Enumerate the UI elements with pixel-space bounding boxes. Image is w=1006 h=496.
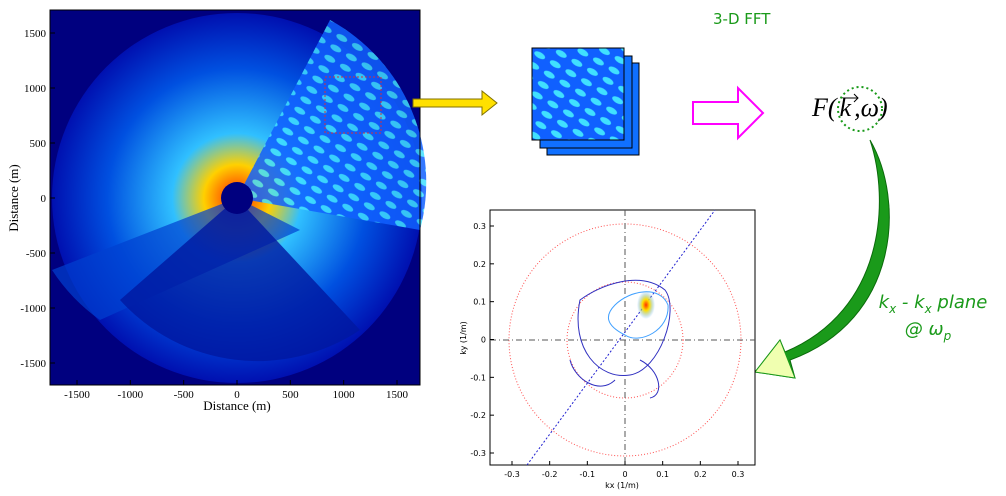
x-tick-label: 1500 bbox=[386, 389, 409, 401]
y-tick-label: 0.3 bbox=[473, 222, 486, 231]
subscript: p bbox=[943, 329, 952, 343]
label-text: - k bbox=[896, 292, 926, 313]
radar-center bbox=[221, 182, 253, 214]
label-text: @ ω bbox=[905, 319, 944, 340]
y-tick-label: 1500 bbox=[24, 28, 47, 40]
y-axis-label: Distance (m) bbox=[6, 164, 21, 232]
x-tick-label: -500 bbox=[174, 389, 195, 401]
page: Distance (m) Distance (m) 3-D FFT F(k,ω)… bbox=[0, 0, 1006, 496]
x-tick-label: -0.2 bbox=[542, 470, 558, 479]
y-tick-label: -1500 bbox=[20, 358, 46, 370]
y-tick-label: -0.1 bbox=[470, 373, 486, 382]
fft-cube bbox=[532, 48, 639, 155]
y-tick-label: 0.2 bbox=[473, 260, 486, 269]
diagram: Distance (m) Distance (m) 3-D FFT F(k,ω)… bbox=[0, 0, 1006, 496]
y-tick-label: -0.2 bbox=[470, 411, 486, 420]
formula-prefix: F( bbox=[811, 93, 838, 122]
y-tick-label: 0 bbox=[481, 336, 486, 345]
x-axis-label: kx (1/m) bbox=[605, 481, 639, 490]
y-axis-label: ky (1/m) bbox=[459, 321, 468, 354]
formula: F(k,ω) bbox=[811, 93, 888, 122]
y-tick-label: -500 bbox=[26, 248, 47, 260]
x-tick-label: -0.1 bbox=[580, 470, 596, 479]
x-tick-label: -1000 bbox=[117, 389, 143, 401]
y-tick-label: -1000 bbox=[20, 303, 46, 315]
x-tick-label: 0.2 bbox=[694, 470, 707, 479]
plane-label: kx - kx plane bbox=[879, 292, 988, 316]
y-tick-label: -0.3 bbox=[470, 449, 486, 458]
x-tick-label: 0 bbox=[234, 389, 240, 401]
fft-label: 3-D FFT bbox=[713, 10, 771, 28]
x-tick-label: -0.3 bbox=[504, 470, 520, 479]
arrow bbox=[693, 88, 763, 138]
label-text: plane bbox=[932, 292, 988, 313]
y-tick-label: 500 bbox=[30, 138, 47, 150]
x-tick-label: -1500 bbox=[64, 389, 90, 401]
x-tick-label: 0 bbox=[622, 470, 627, 479]
x-tick-label: 500 bbox=[282, 389, 299, 401]
x-tick-label: 1000 bbox=[333, 389, 356, 401]
spectrum-axes bbox=[490, 210, 755, 465]
x-tick-label: 0.3 bbox=[732, 470, 745, 479]
y-tick-label: 0.1 bbox=[473, 298, 486, 307]
y-tick-label: 1000 bbox=[24, 83, 47, 95]
x-tick-label: 0.1 bbox=[656, 470, 669, 479]
curved-arrow bbox=[755, 140, 889, 378]
arrow bbox=[413, 91, 497, 115]
plane-label: @ ωp bbox=[905, 319, 952, 343]
y-tick-label: 0 bbox=[41, 193, 47, 205]
